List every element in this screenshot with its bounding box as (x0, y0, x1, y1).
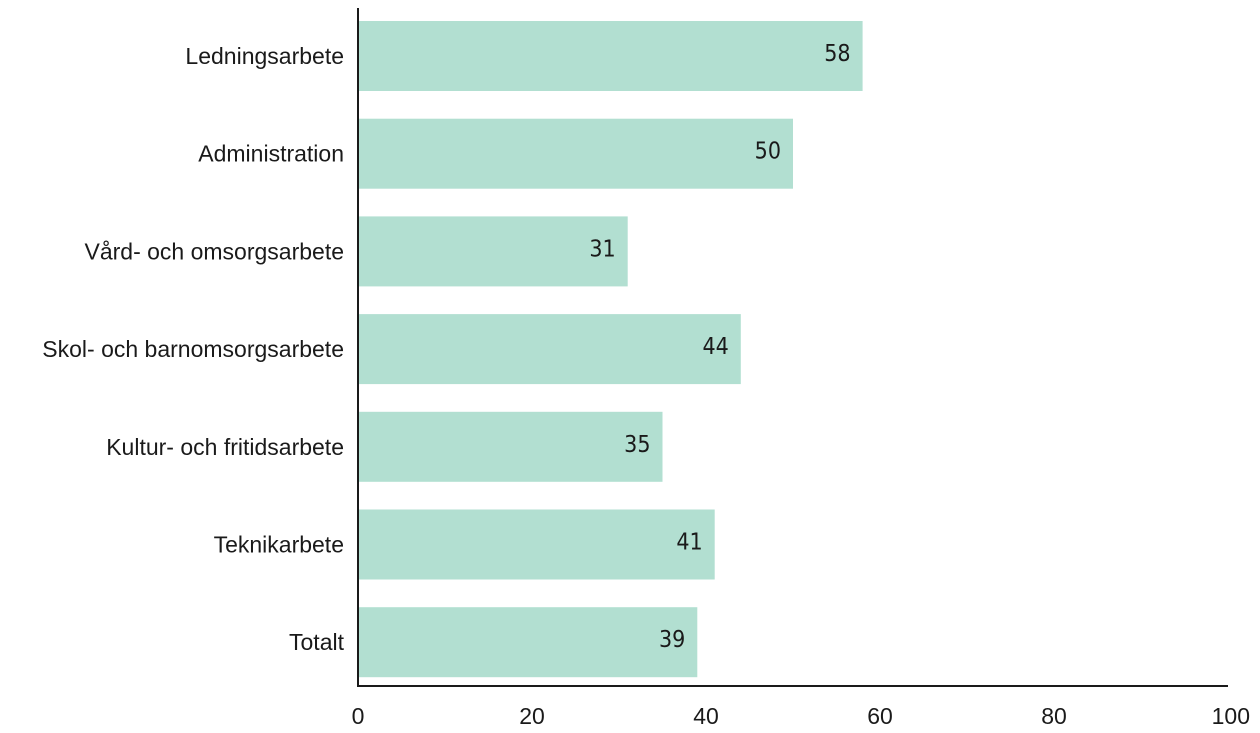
bars-group (358, 21, 863, 678)
bar-value-label: 35 (624, 432, 650, 458)
axes (357, 8, 1228, 687)
bar-value-label: 50 (755, 139, 781, 165)
data-labels: 58 50 31 44 35 41 39 (589, 41, 850, 653)
bar-value-label: 41 (676, 530, 702, 556)
x-tick-label: 60 (867, 703, 893, 729)
bar-value-label: 58 (824, 41, 850, 67)
category-labels: Ledningsarbete Administration Vård- och om… (42, 43, 344, 655)
x-tick-label: 80 (1041, 703, 1067, 729)
bar (358, 118, 793, 189)
category-label: Skol- och barnomsorgsarbete (42, 336, 344, 362)
bar-value-label: 44 (702, 334, 728, 360)
bar (358, 411, 663, 482)
bar (358, 607, 698, 678)
x-tick-label: 0 (352, 703, 365, 729)
x-tick-label: 100 (1212, 703, 1250, 729)
bar (358, 314, 741, 385)
category-label: Ledningsarbete (185, 43, 344, 69)
bar-value-label: 31 (589, 236, 615, 262)
category-label: Administration (198, 141, 344, 167)
bar (358, 216, 628, 287)
bar (358, 509, 715, 580)
bar-value-label: 39 (659, 627, 685, 653)
category-label: Kultur- och fritidsarbete (106, 434, 344, 460)
x-tick-label: 20 (519, 703, 545, 729)
x-tick-label: 40 (693, 703, 719, 729)
x-tick-labels: 0 20 40 60 80 100 (352, 703, 1250, 729)
category-label: Vård- och omsorgsarbete (84, 238, 344, 264)
bar (358, 21, 863, 91)
category-label: Totalt (289, 629, 345, 655)
category-label: Teknikarbete (214, 532, 344, 558)
